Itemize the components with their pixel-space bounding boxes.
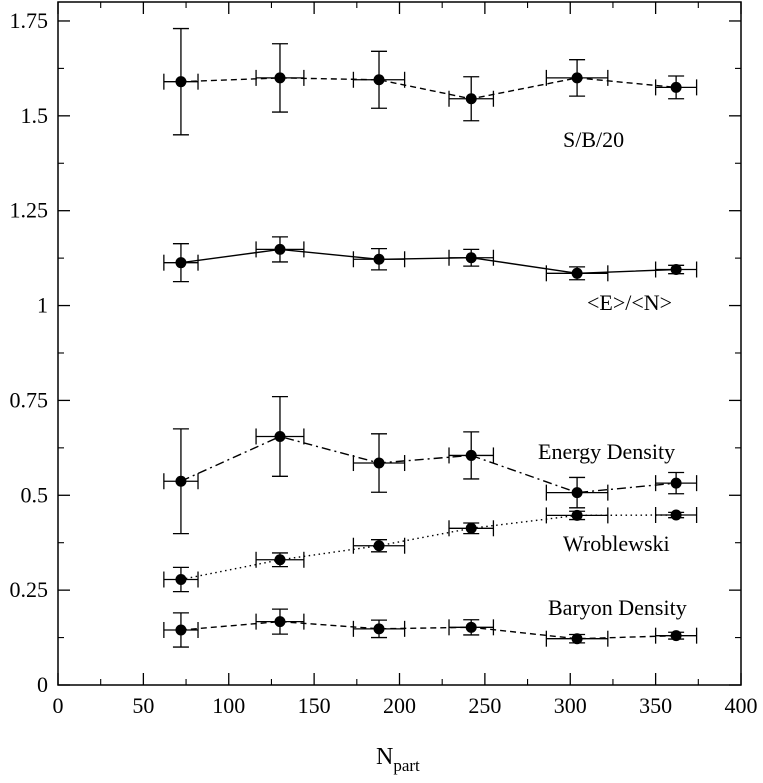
y-tick-label: 0.25: [10, 577, 49, 602]
data-point: [274, 616, 286, 628]
data-point: [571, 72, 583, 84]
x-tick-label: 250: [468, 693, 501, 718]
data-point: [571, 509, 583, 521]
data-point: [274, 72, 286, 84]
data-point: [670, 264, 682, 276]
x-tick-label: 100: [212, 693, 245, 718]
y-tick-label: 0.5: [21, 482, 49, 507]
data-point: [571, 267, 583, 279]
x-tick-label: 350: [639, 693, 672, 718]
data-point: [373, 540, 385, 552]
data-point: [373, 253, 385, 265]
data-point: [175, 624, 187, 636]
data-point: [373, 457, 385, 469]
y-tick-label: 0.75: [10, 387, 49, 412]
series-line: [180, 435, 677, 494]
data-point: [175, 257, 187, 269]
series-line: [180, 77, 677, 100]
data-point: [465, 522, 477, 534]
data-point: [274, 430, 286, 442]
y-tick-label: 1.75: [10, 8, 49, 33]
y-tick-label: 1.5: [21, 103, 49, 128]
y-tick-label: 1: [37, 293, 48, 318]
series-line: [180, 620, 677, 640]
x-tick-label: 200: [383, 693, 416, 718]
x-tick-label: 50: [132, 693, 154, 718]
series-1: [163, 236, 698, 283]
y-tick-label: 0: [37, 672, 48, 697]
series-4: [163, 608, 698, 648]
series-label-energy-density: Energy Density: [538, 439, 675, 464]
x-tick-label: 400: [725, 693, 758, 718]
y-tick-label: 1.25: [10, 198, 49, 223]
data-point: [465, 93, 477, 105]
x-tick-label: 300: [554, 693, 587, 718]
data-point: [465, 252, 477, 264]
data-point: [175, 475, 187, 487]
series-3: [163, 507, 698, 593]
ticks-layer: 0 50 100 150 200 250 300 350 400 0 0.25 0.5 0.75 1 1.2…: [10, 2, 758, 718]
data-point: [175, 574, 187, 586]
data-point: [465, 621, 477, 633]
data-point: [571, 633, 583, 645]
x-tick-label: 150: [298, 693, 331, 718]
data-point: [274, 554, 286, 566]
series-label-sb20: S/B/20: [563, 127, 624, 152]
series-label-wroblewski: Wroblewski: [563, 531, 670, 556]
data-point: [274, 243, 286, 255]
x-axis-title: Npart: [376, 744, 420, 775]
x-axis-title-main: N: [376, 744, 393, 770]
series-label-baryon-density: Baryon Density: [548, 595, 687, 620]
x-tick-label: 0: [53, 693, 64, 718]
plot-frame: [57, 1, 742, 686]
data-point: [670, 477, 682, 489]
series-label-energy-per-particle: <E>/<N>: [587, 290, 672, 315]
data-point: [670, 81, 682, 93]
series-layer: [163, 27, 698, 648]
data-point: [571, 487, 583, 499]
data-point: [373, 623, 385, 635]
data-point: [670, 509, 682, 521]
series-line: [180, 248, 677, 275]
series-2: [163, 395, 698, 535]
data-point: [465, 449, 477, 461]
series-0: [163, 27, 698, 136]
data-point: [373, 74, 385, 86]
data-point: [175, 76, 187, 88]
x-axis-title-subscript: part: [393, 756, 420, 775]
data-point: [670, 630, 682, 642]
